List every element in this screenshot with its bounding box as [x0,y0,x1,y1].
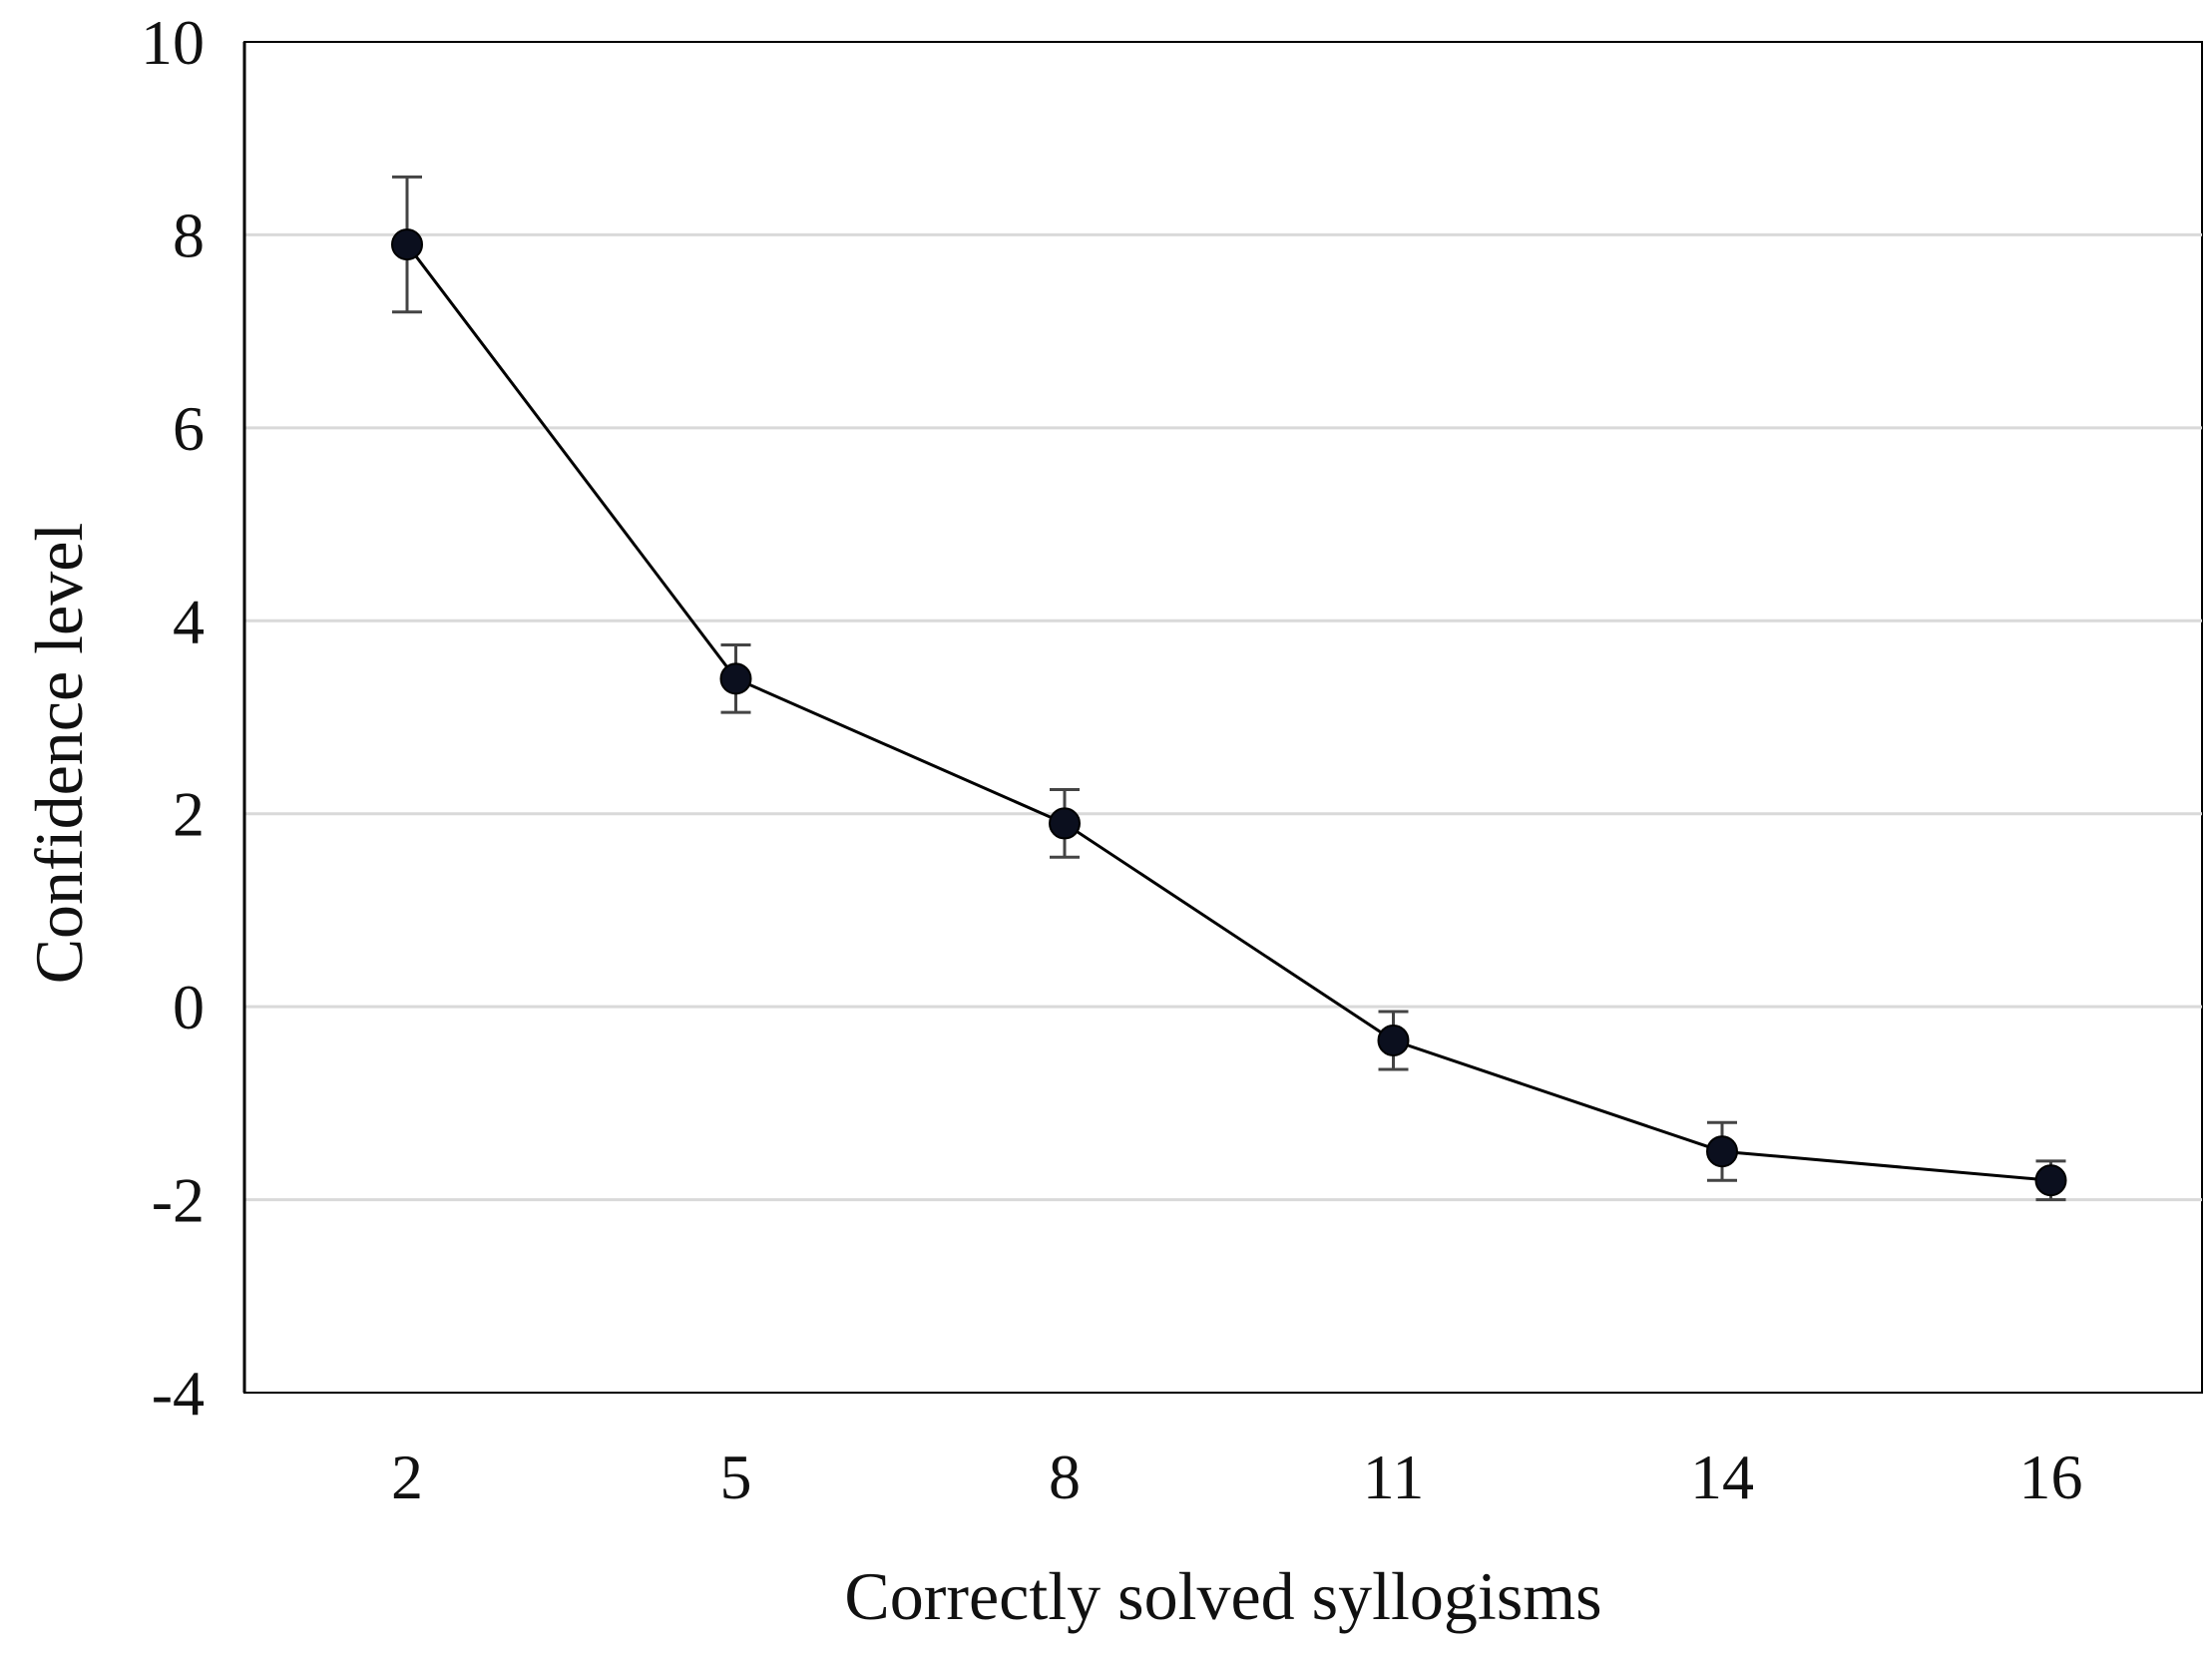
y-tick-label: -4 [152,1358,205,1429]
y-tick-label: 2 [173,779,205,850]
data-point [2034,1164,2067,1197]
x-axis-title: Correctly solved syllogisms [844,1558,1601,1634]
data-point [719,662,752,695]
x-tick-labels: 2 5 8 11 14 16 [391,1442,2083,1512]
data-point [1049,807,1081,840]
series-line [405,243,2051,1182]
data-point [391,228,423,261]
y-tick-labels: -4 -2 0 2 4 6 8 10 [141,7,205,1429]
y-tick-label: 6 [173,393,205,464]
y-tick-label: -2 [152,1165,205,1236]
plot-area [243,41,2203,1394]
x-tick-label: 2 [391,1442,423,1512]
y-tick-label: 0 [173,972,205,1042]
x-tick-label: 14 [1690,1442,1754,1512]
y-tick-label: 10 [141,7,205,78]
y-tick-label: 8 [173,200,205,270]
data-point [1706,1135,1738,1168]
y-axis-title: Confidence level [21,523,97,985]
y-tick-label: 4 [173,586,205,656]
data-series [391,175,2067,1202]
x-tick-label: 5 [720,1442,752,1512]
data-point [1377,1024,1410,1056]
x-tick-label: 16 [2019,1442,2083,1512]
x-tick-label: 8 [1049,1442,1081,1512]
gridlines [244,232,2202,1202]
x-tick-label: 11 [1363,1442,1425,1512]
